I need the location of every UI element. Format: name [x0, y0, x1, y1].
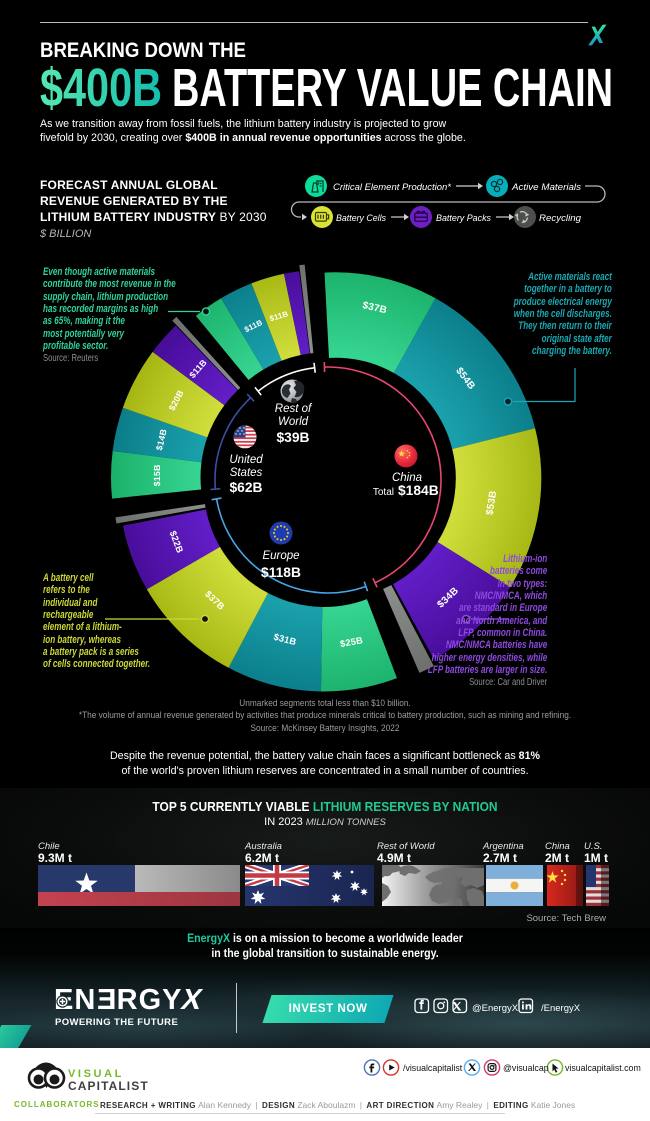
svg-text:$37B: $37B: [361, 300, 388, 316]
svg-text:China: China: [392, 472, 422, 484]
svg-text:$25B: $25B: [339, 635, 363, 649]
svg-text:$53B: $53B: [485, 490, 500, 516]
svg-text:$39B: $39B: [277, 430, 310, 445]
svg-text:VISUAL: VISUAL: [68, 1068, 124, 1080]
svg-text:Battery Cells: Battery Cells: [336, 213, 386, 224]
svg-text:$14B: $14B: [154, 428, 169, 452]
svg-text:$62B: $62B: [230, 480, 263, 495]
svg-text:BATTERY VALUE CHAIN: BATTERY VALUE CHAIN: [172, 58, 613, 112]
svg-text:$184B: $184B: [398, 483, 439, 498]
svg-text:States: States: [230, 467, 263, 479]
svg-text:BREAKING DOWN THE: BREAKING DOWN THE: [40, 39, 246, 62]
svg-text:$15B: $15B: [152, 464, 162, 486]
svg-text:United: United: [229, 454, 263, 466]
svg-text:CAPITALIST: CAPITALIST: [68, 1079, 149, 1093]
svg-text:Rest of: Rest of: [275, 403, 313, 415]
svg-text:$118B: $118B: [261, 565, 301, 580]
svg-text:Active Materials: Active Materials: [511, 182, 581, 193]
svg-text:Total: Total: [373, 487, 394, 498]
svg-text:World: World: [278, 416, 309, 428]
svg-text:Critical Element Production*: Critical Element Production*: [333, 182, 451, 193]
svg-text:Battery Packs: Battery Packs: [436, 213, 491, 224]
svg-text:Europe: Europe: [262, 550, 299, 562]
svg-text:$400B: $400B: [40, 58, 162, 112]
svg-text:Recycling: Recycling: [539, 213, 582, 224]
